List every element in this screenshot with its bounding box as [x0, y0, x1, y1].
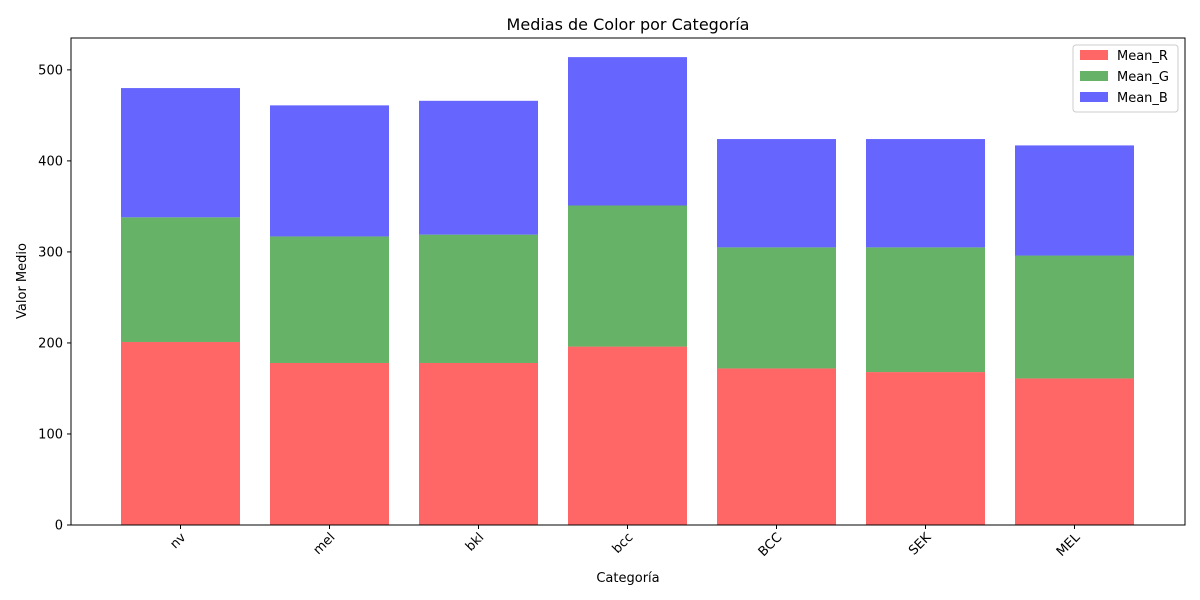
- x-tick-label: SEK: [906, 530, 935, 559]
- legend: Mean_R Mean_G Mean_B: [1072, 44, 1179, 113]
- legend-swatch-mean-b: [1080, 92, 1108, 102]
- x-axis: nv mel bkl bcc BCC SEK MEL: [167, 525, 1084, 560]
- legend-swatch-mean-g: [1080, 71, 1108, 81]
- x-axis-label: Categoría: [596, 571, 659, 586]
- bar-mean-r-sek: [866, 372, 985, 525]
- bar-mean-g-nv: [121, 217, 240, 343]
- legend-label: Mean_B: [1117, 91, 1168, 106]
- y-axis-label: Valor Medio: [15, 243, 30, 319]
- bar-mean-b-bkl: [419, 100, 538, 235]
- bar-mean-g-bcc: [568, 205, 687, 347]
- y-tick-label: 100: [38, 427, 63, 442]
- y-tick-label: 500: [38, 63, 63, 78]
- legend-label: Mean_G: [1117, 70, 1169, 85]
- legend-label: Mean_R: [1117, 49, 1168, 64]
- x-tick-label: bkl: [463, 530, 487, 554]
- x-tick-label: bcc: [610, 530, 637, 557]
- x-tick-label: nv: [167, 530, 189, 552]
- chart-title: Medias de Color por Categoría: [507, 15, 750, 34]
- bars-group: [121, 57, 1134, 525]
- y-tick-label: 400: [38, 154, 63, 169]
- bar-mean-g-bkl: [419, 234, 538, 363]
- y-tick-label: 300: [38, 245, 63, 260]
- bar-mean-b-nv: [121, 88, 240, 218]
- bar-mean-g-bcc: [717, 247, 836, 369]
- bar-mean-g-mel: [270, 236, 389, 363]
- legend-swatch-mean-r: [1080, 50, 1108, 60]
- bar-mean-b-bcc: [717, 139, 836, 248]
- x-tick-label: MEL: [1054, 530, 1084, 560]
- bar-mean-r-bcc: [717, 368, 836, 525]
- y-tick-label: 200: [38, 336, 63, 351]
- bar-mean-g-mel: [1015, 255, 1134, 379]
- y-tick-label: 0: [55, 519, 63, 534]
- bar-mean-r-mel: [270, 362, 389, 525]
- x-tick-label: BCC: [756, 530, 786, 560]
- bar-mean-r-nv: [121, 342, 240, 525]
- bar-mean-r-bcc: [568, 346, 687, 525]
- bar-mean-r-bkl: [419, 362, 538, 525]
- bar-mean-b-mel: [270, 105, 389, 237]
- bar-mean-b-bcc: [568, 57, 687, 206]
- bar-mean-b-mel: [1015, 145, 1134, 256]
- y-axis: 0 100 200 300 400 500: [38, 63, 71, 534]
- bar-mean-b-sek: [866, 139, 985, 248]
- x-tick-label: mel: [311, 530, 339, 558]
- bar-mean-g-sek: [866, 247, 985, 373]
- bar-mean-r-mel: [1015, 378, 1134, 525]
